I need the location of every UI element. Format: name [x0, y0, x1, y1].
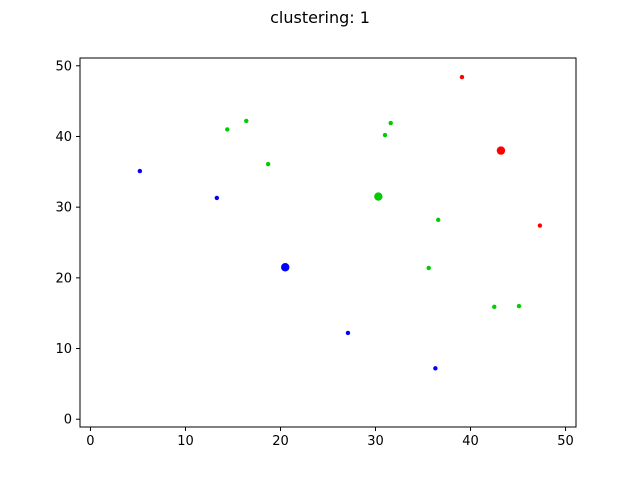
data-point: [388, 120, 393, 126]
y-tick-label: 50: [55, 59, 72, 74]
data-point: [137, 168, 143, 174]
data-point: [433, 366, 438, 371]
y-tick-label: 40: [55, 130, 72, 145]
x-tick-label: 50: [557, 434, 574, 449]
data-point: [244, 118, 249, 124]
axes: 0 10 20 30 40 50 0 10 20 30 40 50: [55, 57, 577, 449]
y-tick-label: 30: [55, 201, 72, 216]
cluster-center-point: [496, 146, 506, 155]
data-point: [265, 161, 271, 167]
data-point: [214, 195, 220, 201]
plot-frame: [79, 57, 577, 428]
data-point: [459, 74, 465, 80]
plot-marks: [137, 74, 543, 371]
x-tick-label: 20: [272, 434, 289, 449]
x-tick-label: 40: [462, 434, 479, 449]
y-tick-label: 10: [55, 342, 72, 357]
data-point: [345, 330, 351, 336]
cluster-center-point: [374, 192, 383, 201]
data-point: [436, 217, 441, 223]
data-point: [225, 127, 230, 132]
x-tick-label: 0: [86, 434, 94, 449]
data-point: [382, 132, 388, 138]
y-tick-label: 0: [64, 413, 72, 428]
y-tick-label: 20: [55, 271, 72, 286]
data-point: [426, 265, 431, 271]
x-tick-label: 30: [367, 434, 384, 449]
data-point: [516, 303, 522, 309]
chart-title: clustering: 1: [270, 8, 370, 27]
data-point: [537, 223, 543, 228]
cluster-center-point: [281, 263, 290, 272]
data-point: [492, 304, 497, 310]
x-tick-label: 10: [177, 434, 194, 449]
